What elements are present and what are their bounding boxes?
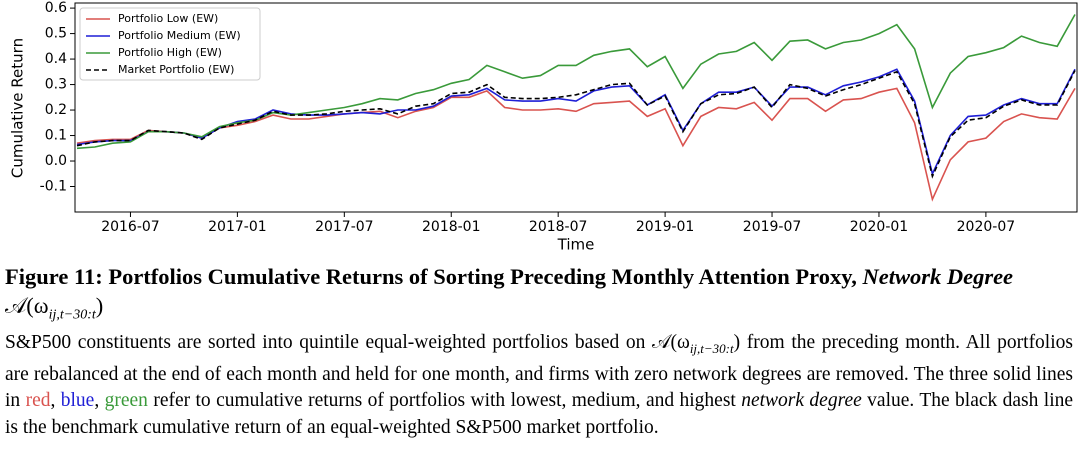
caption-text: value. The black dash line is the benchm…	[5, 390, 1074, 438]
caption-text: blue	[60, 390, 95, 412]
y-tick-label: 0.2	[45, 102, 67, 118]
series-line	[76, 68, 1076, 177]
x-tick-label: 2020-07	[957, 219, 1016, 235]
chart: Cumulative Return Time -0.1 0.0 0.1 0.2 0.3 0…	[9, 0, 1078, 254]
figure-title: Portfolios Cumulative Returns of Sorting…	[108, 264, 857, 289]
math-base: 𝒜(ω	[5, 293, 49, 318]
x-tick-label: 2018-01	[422, 219, 481, 235]
legend-label: Portfolio Medium (EW)	[118, 29, 241, 42]
caption-text: green	[104, 390, 148, 412]
caption-title: Figure 11: Portfolios Cumulative Returns…	[5, 262, 1073, 330]
y-tick-label: -0.1	[40, 179, 67, 195]
math-close: )	[733, 331, 741, 353]
math: 𝒜(ωij,t−30:t)	[652, 331, 741, 356]
legend-label: Market Portfolio (EW)	[118, 63, 234, 76]
math: 𝒜(ωij,t−30:t)	[5, 293, 104, 323]
x-tick-label: 2019-07	[743, 219, 802, 235]
math-close: )	[95, 293, 104, 318]
caption-text: red	[25, 390, 51, 412]
caption-text: S&P500 constituents are sorted into quin…	[5, 331, 653, 353]
legend-box	[79, 7, 261, 81]
x-axis-label: Time	[557, 236, 595, 254]
y-axis-label: Cumulative Return	[9, 38, 27, 178]
y-tick-label: 0.5	[45, 26, 67, 42]
legend-label: Portfolio Low (EW)	[118, 12, 218, 25]
caption: Figure 11: Portfolios Cumulative Returns…	[5, 262, 1073, 441]
x-tick-label: 2020-01	[850, 219, 909, 235]
plot-frame	[74, 2, 1078, 213]
y-tick-label: 0.4	[45, 51, 67, 67]
caption-text: ,	[94, 390, 105, 412]
math-sub: ij,t−30:t	[48, 307, 96, 323]
figure-title-em: Network Degree	[862, 264, 1014, 289]
caption-text: network degree	[741, 390, 862, 412]
y-tick-label: 0.6	[45, 0, 67, 16]
caption-text: ,	[50, 390, 61, 412]
y-tick-label: 0.3	[45, 77, 67, 93]
series-line	[76, 87, 1076, 202]
x-tick-label: 2019-01	[636, 219, 695, 235]
y-tick-label: 0.0	[45, 153, 67, 169]
figure-label: Figure 11:	[5, 264, 103, 289]
series-line	[76, 70, 1076, 179]
math-sub: ij,t−30:t	[689, 340, 734, 356]
x-tick-label: 2017-07	[315, 219, 374, 235]
x-tick-label: 2018-07	[529, 219, 588, 235]
x-tick-label: 2017-01	[208, 219, 267, 235]
caption-text: from the pre­ceding month. All portfolio…	[5, 331, 1073, 412]
math-base: 𝒜(ω	[652, 331, 690, 353]
caption-body: S&P500 constituents are sorted into quin…	[5, 330, 1073, 442]
legend-label: Portfolio High (EW)	[118, 46, 222, 59]
y-tick-label: 0.1	[45, 128, 67, 144]
caption-text: refer to cumulative re­turns of portfoli…	[147, 390, 742, 412]
series-line	[76, 14, 1076, 150]
x-tick-label: 2016-07	[101, 219, 160, 235]
